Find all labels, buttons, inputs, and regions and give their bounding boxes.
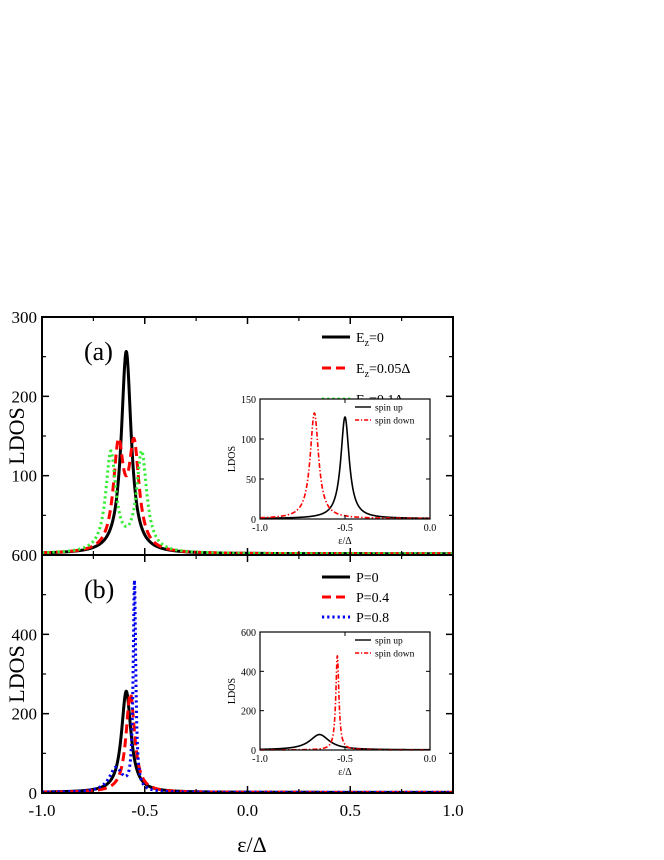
panel-b-inset-y-axis-label: LDOS xyxy=(227,678,238,704)
panel-a-panel-label: (a) xyxy=(84,337,113,366)
x-tick-label: -0.5 xyxy=(131,801,158,820)
shared-x-axis: -1.0 -0.5 0.0 0.5 1.0 xyxy=(29,801,464,820)
panel-b: 0 200 400 600 LDOS (b) P=0 P=0.4 P=0.8 0 200 400 600… xyxy=(4,546,455,803)
panel-b-ytick-label: 0 xyxy=(29,784,38,803)
panel-a-y-axis-label: LDOS xyxy=(4,407,29,464)
panel-a-inset-legend-label: spin up xyxy=(375,404,403,414)
panel-b-inset-xtick-label: 0.0 xyxy=(424,754,437,765)
panel-a-legend-label: Ez=0 xyxy=(356,331,384,349)
panel-b-inset-ytick-label: 0 xyxy=(251,746,256,757)
panel-a-ytick-label: 300 xyxy=(12,308,38,327)
panel-b-inset-legend-label: spin up xyxy=(375,637,403,647)
panel-a-series-2 xyxy=(40,449,455,556)
panel-b-inset-x-axis-label: ε/Δ xyxy=(338,767,352,778)
panel-b-inset-legend-label: spin down xyxy=(375,650,415,660)
x-tick-label: 0.0 xyxy=(237,801,258,820)
panel-b-inset-ytick-label: 600 xyxy=(241,628,256,639)
panel-b-panel-label: (b) xyxy=(84,575,114,604)
panel-b-legend-label: P=0.8 xyxy=(356,611,389,626)
panel-a-legend-label: Ez=0.05Δ xyxy=(356,362,410,380)
x-tick-label: 0.5 xyxy=(340,801,361,820)
x-axis-label: ε/Δ xyxy=(237,832,267,857)
panel-b-inset-bg xyxy=(260,632,430,750)
panel-a-inset-xtick-label: -1.0 xyxy=(252,523,268,534)
panel-a-inset-ytick-label: 100 xyxy=(241,435,256,446)
panel-b-inset-ytick-label: 400 xyxy=(241,667,256,678)
panel-a: 100200300LDOS(a)Ez=0Ez=0.05ΔEz=0.1Δ05010… xyxy=(4,308,455,556)
x-tick-label: -1.0 xyxy=(29,801,56,820)
panel-a-inset-xtick-label: 0.0 xyxy=(424,523,437,534)
panel-b-inset-xtick-label: -1.0 xyxy=(252,754,268,765)
panel-a-inset-ytick-label: 150 xyxy=(241,395,256,406)
panel-b-ytick-label: 200 xyxy=(12,705,38,724)
panel-a-ytick-label: 100 xyxy=(12,467,38,486)
panel-a-ytick-label: 200 xyxy=(12,387,38,406)
panel-b-y-axis-label: LDOS xyxy=(4,645,29,702)
panel-b-inset: 0 200 400 600 -1.0 -0.5 0.0 ε/Δ LDOS spin up spin … xyxy=(227,628,436,778)
panel-a-inset-ytick-label: 0 xyxy=(251,515,256,526)
panel-a-inset-xtick-label: -0.5 xyxy=(337,523,353,534)
panel-a-inset-series-0 xyxy=(259,416,431,520)
panel-b-legend-label: P=0.4 xyxy=(356,591,389,606)
panel-b-inset-ytick-label: 200 xyxy=(241,707,256,718)
x-tick-label: 1.0 xyxy=(442,801,463,820)
panel-a-inset: 0 50 100 150 -1.0 -0.5 0.0 ε/Δ LDOS spin up spin d… xyxy=(227,395,436,547)
panel-a-inset-legend-label: spin down xyxy=(375,417,415,427)
panel-b-ytick-label: 600 xyxy=(12,546,38,565)
panel-b-inset-xtick-label: -0.5 xyxy=(337,754,353,765)
panel-a-inset-x-axis-label: ε/Δ xyxy=(338,536,352,547)
panel-a-inset-ytick-label: 50 xyxy=(246,475,256,486)
panel-b-ytick-label: 400 xyxy=(12,625,38,644)
panel-b-legend-label: P=0 xyxy=(356,571,379,586)
panel-a-inset-y-axis-label: LDOS xyxy=(227,446,238,472)
